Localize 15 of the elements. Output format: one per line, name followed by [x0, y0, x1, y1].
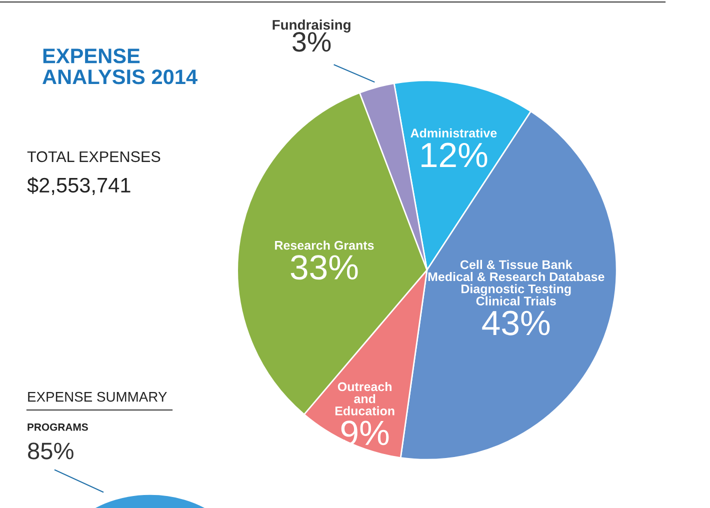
slice-label: Fundraising [272, 20, 350, 33]
text: 85% [28, 442, 74, 460]
text: $2,553,741 [27, 176, 130, 196]
text: EXPENSE ANALYSIS 2014 [42, 48, 198, 84]
text: EXPENSE SUMMARY [28, 392, 167, 402]
text: TOTAL EXPENSES [27, 151, 160, 162]
slice-label: Cell & Tissue Bank Medical & Research Database Diagnostic Testing Clinical Trials [428, 260, 604, 306]
slice-label: Outreach and Education [335, 382, 394, 416]
data-label: 43% [482, 310, 550, 336]
data-label: 3% [292, 32, 331, 52]
text: PROGRAMS [28, 423, 88, 431]
slice-label: Administrative [410, 128, 497, 138]
slice-label: Research Grants [275, 240, 374, 250]
data-label: 33% [290, 255, 358, 280]
data-label: 12% [422, 142, 488, 168]
